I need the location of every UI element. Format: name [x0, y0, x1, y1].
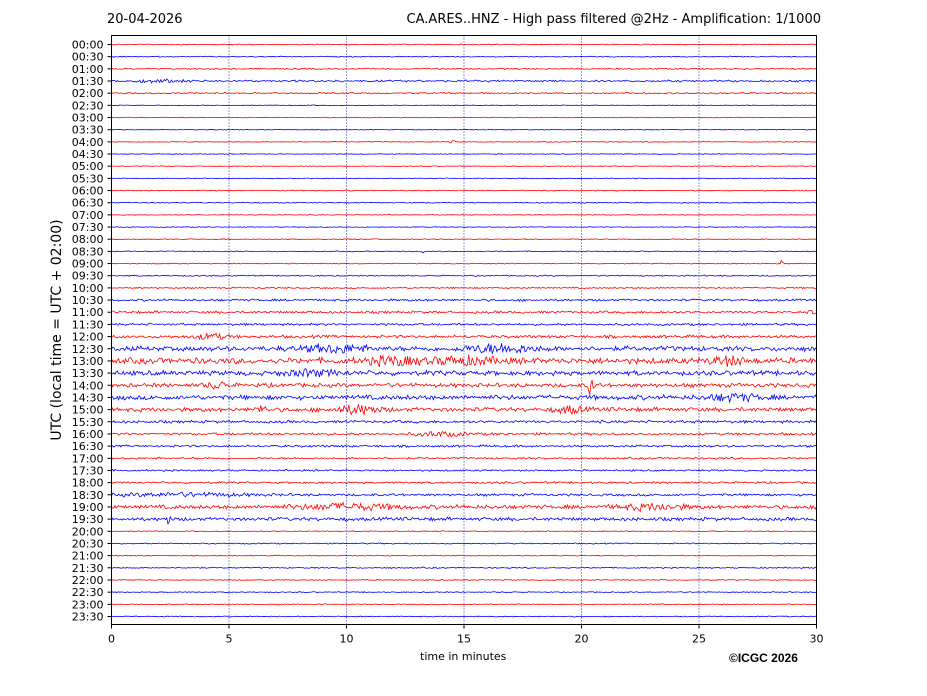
y-tick-label-1630: 16:30: [72, 440, 104, 453]
y-tick-label-1530: 15:30: [72, 416, 104, 429]
y-tick-label-0800: 08:00: [72, 233, 104, 246]
trace-0600: [111, 189, 817, 192]
trace-2300: [111, 603, 817, 606]
y-tick-label-2100: 21:00: [72, 550, 104, 563]
trace-1730: [111, 468, 817, 473]
y-tick-label-0730: 07:30: [72, 221, 104, 234]
y-tick-label-0830: 08:30: [72, 245, 104, 258]
y-tick-label-1330: 13:30: [72, 367, 104, 380]
trace-2200: [111, 578, 817, 581]
y-tick-label-1800: 18:00: [72, 477, 104, 490]
x-tick-label-10: 10: [340, 633, 354, 646]
y-tick-label-1830: 18:30: [72, 489, 104, 502]
y-tick-label-0000: 00:00: [72, 39, 104, 52]
y-tick-label-0400: 04:00: [72, 136, 104, 149]
y-tick-label-1200: 12:00: [72, 331, 104, 344]
trace-1500: [111, 403, 817, 416]
y-axis-label: UTC (local time = UTC + 02:00): [49, 219, 65, 441]
chart-title: CA.ARES..HNZ - High pass filtered @2Hz -…: [406, 12, 821, 27]
x-tick-label-20: 20: [575, 633, 589, 646]
y-tick-label-0530: 05:30: [72, 172, 104, 185]
trace-2330: [111, 615, 817, 618]
date-label: 20-04-2026: [107, 12, 183, 27]
y-tick-label-0900: 09:00: [72, 258, 104, 271]
y-tick-label-0700: 07:00: [72, 209, 104, 222]
y-tick-label-1700: 17:00: [72, 452, 104, 465]
y-tick-label-1500: 15:00: [72, 404, 104, 417]
trace-1430: [111, 392, 817, 404]
trace-0500: [111, 165, 817, 168]
y-tick-label-2330: 23:30: [72, 610, 104, 623]
trace-1300: [111, 354, 817, 368]
x-tick-label-5: 5: [226, 633, 233, 646]
y-tick-label-1600: 16:00: [72, 428, 104, 441]
trace-0630: [111, 201, 817, 204]
trace-1530: [111, 419, 817, 425]
y-tick-label-0100: 01:00: [72, 63, 104, 76]
y-tick-label-0300: 03:00: [72, 112, 104, 125]
trace-1930: [111, 515, 817, 525]
x-axis-label: time in minutes: [420, 650, 507, 663]
x-tick-layer: 0 5 10 15 20 25 30: [108, 624, 824, 646]
y-tick-label-2000: 20:00: [72, 525, 104, 538]
y-tick-label-1030: 10:30: [72, 294, 104, 307]
y-tick-layer: 00:0000:3001:0001:3002:0002:3003:0003:30…: [72, 39, 112, 623]
y-tick-label-2230: 22:30: [72, 586, 104, 599]
y-tick-label-0430: 04:30: [72, 148, 104, 161]
x-tick-label-15: 15: [457, 633, 471, 646]
trace-0730: [111, 226, 817, 228]
trace-2130: [111, 566, 817, 570]
y-tick-label-0930: 09:30: [72, 270, 104, 283]
y-tick-label-0600: 06:00: [72, 185, 104, 198]
y-tick-label-1130: 11:30: [72, 318, 104, 331]
y-tick-label-1230: 12:30: [72, 343, 104, 356]
y-tick-label-0200: 02:00: [72, 87, 104, 100]
trace-0400: [111, 139, 817, 144]
grid-layer: [228, 35, 700, 625]
trace-0430: [111, 153, 817, 155]
x-tick-label-30: 30: [810, 633, 824, 646]
x-tick-label-25: 25: [692, 633, 706, 646]
trace-0530: [111, 177, 817, 180]
y-tick-label-2130: 21:30: [72, 562, 104, 575]
trace-0330: [111, 128, 817, 131]
y-tick-label-0500: 05:00: [72, 160, 104, 173]
y-tick-label-1430: 14:30: [72, 391, 104, 404]
y-tick-label-0030: 00:30: [72, 51, 104, 64]
copyright-label: ©ICGC 2026: [729, 651, 798, 665]
y-tick-label-0330: 03:30: [72, 124, 104, 137]
y-tick-label-0630: 06:30: [72, 197, 104, 210]
y-tick-label-0230: 02:30: [72, 99, 104, 112]
y-tick-label-0130: 01:30: [72, 75, 104, 88]
trace-0700: [111, 214, 817, 216]
y-tick-label-1000: 10:00: [72, 282, 104, 295]
y-tick-label-1730: 17:30: [72, 464, 104, 477]
trace-1330: [111, 368, 817, 379]
x-tick-label-0: 0: [108, 633, 115, 646]
y-tick-label-1100: 11:00: [72, 306, 104, 319]
y-tick-label-1300: 13:00: [72, 355, 104, 368]
trace-2230: [111, 591, 817, 594]
y-tick-label-2030: 20:30: [72, 537, 104, 550]
y-tick-label-2200: 22:00: [72, 574, 104, 587]
y-tick-label-1400: 14:00: [72, 379, 104, 392]
y-tick-label-1930: 19:30: [72, 513, 104, 526]
plot-frame: [111, 35, 817, 625]
y-tick-label-1900: 19:00: [72, 501, 104, 514]
y-tick-label-2300: 23:00: [72, 598, 104, 611]
trace-1200: [111, 332, 817, 341]
